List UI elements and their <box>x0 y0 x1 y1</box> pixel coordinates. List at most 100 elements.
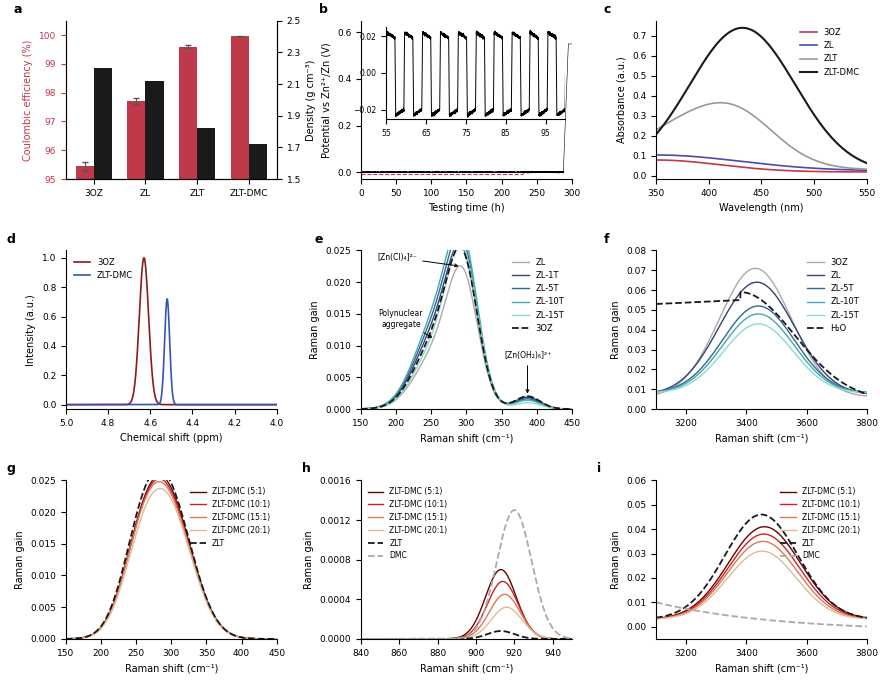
ZLT <box>777 135 788 144</box>
3OZ <box>766 276 777 284</box>
ZL <box>455 262 466 270</box>
ZLT-DMC (5:1) <box>229 631 239 640</box>
ZLT-DMC (20:1) <box>502 603 512 611</box>
ZLT-DMC (15:1) <box>816 596 826 604</box>
ZLT-DMC <box>84 401 95 409</box>
3OZ <box>651 156 662 164</box>
ZL-10T <box>471 293 481 302</box>
ZLT-DMC (5:1) <box>206 605 216 613</box>
DMC <box>567 634 577 642</box>
ZLT <box>520 633 531 642</box>
ZLT-DMC (5:1) <box>672 610 683 618</box>
Line: ZLT-DMC (5:1): ZLT-DMC (5:1) <box>361 570 572 639</box>
DMC <box>736 613 746 621</box>
ZLT <box>672 607 683 616</box>
ZLT <box>651 613 662 622</box>
ZLT <box>524 634 535 642</box>
ZL <box>651 388 662 396</box>
ZLT-DMC (5:1) <box>759 523 770 531</box>
Y-axis label: Raman gain: Raman gain <box>304 530 314 589</box>
ZLT <box>816 587 826 595</box>
3OZ <box>150 396 161 404</box>
ZLT-DMC (20:1) <box>225 630 236 638</box>
DMC <box>510 506 520 515</box>
Legend: ZLT-DMC (5:1), ZLT-DMC (10:1), ZLT-DMC (15:1), ZLT-DMC (20:1), ZLT: ZLT-DMC (5:1), ZLT-DMC (10:1), ZLT-DMC (… <box>187 484 273 550</box>
Y-axis label: Coulombic efficiency (%): Coulombic efficiency (%) <box>24 39 33 161</box>
ZLT-DMC (10:1) <box>206 606 216 614</box>
H₂O <box>686 298 697 306</box>
H₂O <box>651 300 662 308</box>
3OZ <box>678 374 689 383</box>
ZL <box>651 151 662 159</box>
Text: c: c <box>604 3 611 16</box>
ZLT-DMC (5:1) <box>796 560 806 568</box>
ZLT-DMC (20:1) <box>229 631 239 640</box>
ZL <box>752 278 762 286</box>
ZLT-DMC (10:1) <box>862 614 872 622</box>
Y-axis label: Raman gain: Raman gain <box>15 530 25 589</box>
ZLT-DMC <box>268 401 278 409</box>
ZL <box>776 161 787 170</box>
ZL <box>765 161 775 169</box>
DMC <box>520 531 531 539</box>
Y-axis label: Raman gain: Raman gain <box>611 530 620 589</box>
ZL-10T <box>742 313 752 322</box>
3OZ <box>142 280 152 288</box>
ZLT-DMC (5:1) <box>225 629 236 638</box>
3OZ <box>762 271 773 279</box>
3OZ <box>466 280 477 288</box>
Line: ZLT-DMC (15:1): ZLT-DMC (15:1) <box>656 541 867 619</box>
3OZ <box>392 393 402 401</box>
3OZ <box>139 254 150 262</box>
ZLT-DMC (15:1) <box>567 635 577 643</box>
Text: Polynuclear
aggregate: Polynuclear aggregate <box>378 309 431 337</box>
3OZ <box>268 401 278 409</box>
Y-axis label: Density (g cm⁻³): Density (g cm⁻³) <box>306 59 317 141</box>
ZL-1T <box>356 405 366 413</box>
ZLT <box>441 635 451 643</box>
ZLT-DMC (20:1) <box>672 612 683 620</box>
3OZ <box>471 304 481 313</box>
Line: ZLT-DMC (5:1): ZLT-DMC (5:1) <box>66 475 276 639</box>
Bar <box>145 81 164 417</box>
ZLT-DMC (10:1) <box>82 633 92 641</box>
Line: ZL-15T: ZL-15T <box>656 324 867 393</box>
ZLT <box>862 613 872 622</box>
Legend: ZLT-DMC (5:1), ZLT-DMC (10:1), ZLT-DMC (15:1), ZLT-DMC (20:1), ZLT, DMC: ZLT-DMC (5:1), ZLT-DMC (10:1), ZLT-DMC (… <box>365 484 451 563</box>
ZLT <box>651 126 662 134</box>
Line: ZLT-DMC (10:1): ZLT-DMC (10:1) <box>361 581 572 639</box>
Line: ZLT-DMC (10:1): ZLT-DMC (10:1) <box>66 479 276 639</box>
ZLT-DMC <box>862 159 872 167</box>
ZLT-DMC (10:1) <box>736 545 746 554</box>
ZLT-DMC (10:1) <box>744 537 754 545</box>
ZLT-DMC (20:1) <box>651 615 662 623</box>
ZLT-DMC (10:1) <box>796 566 806 574</box>
ZL <box>862 390 872 398</box>
ZLT-DMC (15:1) <box>862 614 872 622</box>
ZLT-DMC (10:1) <box>271 635 282 643</box>
ZLT-DMC (15:1) <box>441 635 451 643</box>
ZLT-DMC <box>777 59 788 67</box>
H₂O <box>862 390 872 398</box>
Line: 3OZ: 3OZ <box>656 269 867 396</box>
ZL-10T <box>567 405 577 413</box>
ZLT-DMC (10:1) <box>524 622 535 630</box>
ZL-15T <box>742 323 752 331</box>
Line: ZLT: ZLT <box>361 631 572 639</box>
Bar <box>76 166 93 687</box>
ZL-15T <box>455 240 466 248</box>
ZLT-DMC (20:1) <box>206 607 216 616</box>
ZLT-DMC (20:1) <box>862 615 872 623</box>
ZLT-DMC (5:1) <box>501 569 511 577</box>
ZLT-DMC (5:1) <box>441 635 451 643</box>
ZLT-DMC (5:1) <box>356 635 366 643</box>
ZL-1T <box>384 398 394 407</box>
DMC <box>356 635 366 643</box>
3OZ <box>567 405 577 413</box>
ZL-5T <box>471 298 481 306</box>
ZL-10T <box>753 310 764 318</box>
Line: DMC: DMC <box>361 510 572 639</box>
ZLT-DMC (15:1) <box>520 617 531 625</box>
ZLT <box>146 471 157 479</box>
ZL-1T <box>466 278 477 286</box>
